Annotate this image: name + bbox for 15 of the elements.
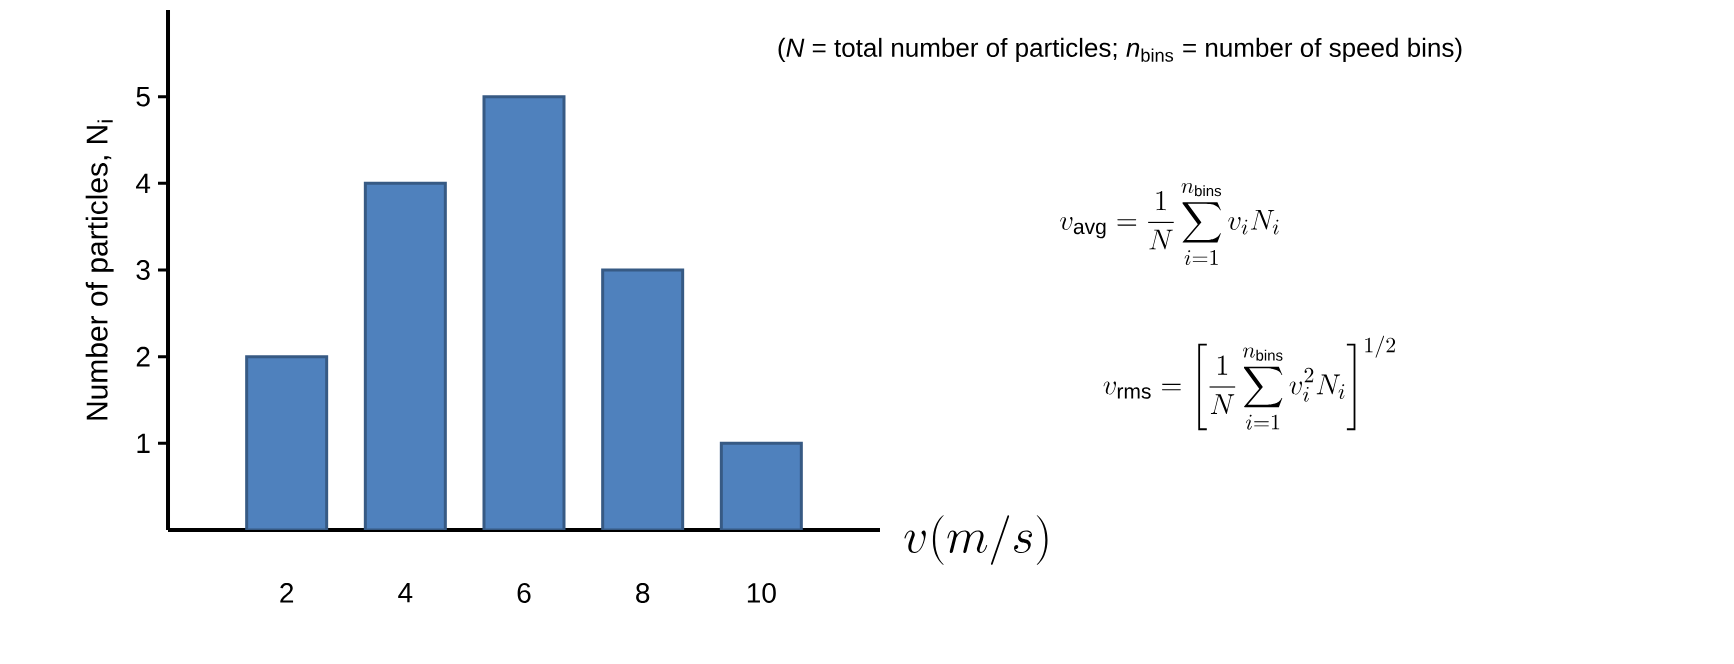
text: $v_{\mathrm{rms}} = \left[\frac{1}{N}\sum_{i=1}^{n_{\mathrm{bins}}} v_i^2 N_i\right]^{1/2}$ xyxy=(1103,335,1396,431)
x-tick-label: 10 xyxy=(747,583,776,603)
y-tick-label: 3 xyxy=(136,260,150,280)
x-tick-label: 2 xyxy=(280,583,294,603)
y-tick-label: 1 xyxy=(137,433,150,453)
y-tick-label: 4 xyxy=(135,173,151,193)
x-tick-label: 4 xyxy=(398,583,413,603)
y-tick-label: 5 xyxy=(136,86,150,107)
y-tick-label: 2 xyxy=(136,346,150,367)
x-axis-title: $v(m/s)$ xyxy=(904,515,1048,565)
x-tick-label: 8 xyxy=(636,583,650,603)
x-tick-label: 6 xyxy=(517,583,531,603)
annotation: (N = total number of particles; n$_{bins}$ = number of speed bins) xyxy=(778,37,1462,63)
y-axis-title: Number of particles, N$_{i}$ xyxy=(85,120,114,420)
text: $v_{\mathrm{avg}} = \frac{1}{N}\sum_{i=1}^{n_{\mathrm{bins}}} v_i N_i$ xyxy=(1060,183,1279,265)
